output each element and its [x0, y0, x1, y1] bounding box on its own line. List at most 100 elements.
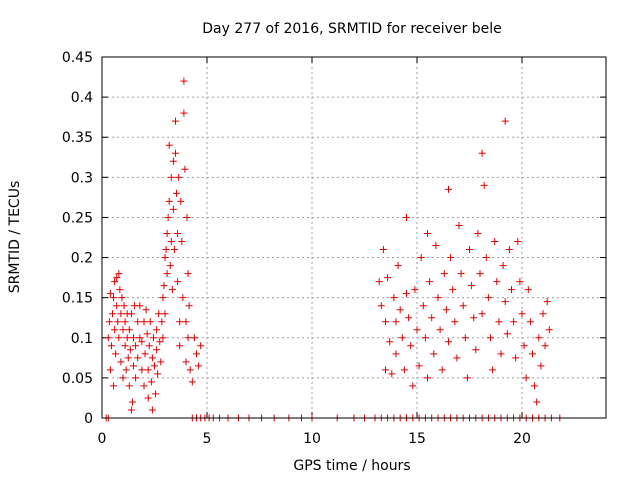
data-point	[503, 330, 511, 338]
data-point	[182, 358, 190, 366]
data-point	[482, 254, 490, 262]
data-point	[459, 302, 467, 310]
data-point	[445, 338, 452, 346]
data-point	[111, 326, 119, 334]
data-point	[379, 246, 387, 254]
data-point	[176, 342, 184, 350]
data-point	[440, 270, 448, 278]
data-point	[155, 310, 163, 318]
data-point	[537, 362, 545, 370]
data-point	[182, 318, 190, 326]
data-point	[392, 318, 400, 326]
data-point	[115, 270, 123, 278]
data-point	[167, 238, 175, 246]
data-point	[112, 350, 120, 358]
data-point	[382, 318, 389, 326]
data-point	[121, 342, 129, 350]
y-tick-labels: 0 0.05 0.1 0.15 0.2 0.25 0.3 0.35 0.4 0.45	[62, 50, 93, 427]
data-point	[166, 262, 174, 270]
y-tick-label: 0.15	[62, 291, 93, 307]
data-point	[164, 213, 172, 221]
data-point	[524, 286, 532, 294]
y-tick-label: 0.4	[71, 90, 93, 106]
data-point	[193, 350, 200, 358]
data-point	[518, 310, 526, 318]
data-point	[110, 382, 118, 390]
data-point	[123, 334, 131, 342]
data-point	[118, 294, 126, 302]
data-point	[176, 318, 184, 326]
data-point	[128, 398, 136, 406]
data-point	[442, 306, 450, 314]
data-point	[472, 346, 480, 354]
y-tick-label: 0.3	[71, 170, 93, 186]
data-point	[107, 342, 115, 350]
grid-lines	[102, 57, 606, 418]
data-point	[461, 334, 469, 342]
data-point	[144, 394, 152, 402]
data-point	[180, 109, 188, 117]
data-point	[543, 298, 551, 306]
data-point	[510, 318, 518, 326]
data-point	[529, 350, 536, 358]
data-point	[132, 342, 140, 350]
data-point	[466, 246, 473, 254]
data-point	[154, 370, 162, 378]
data-point	[126, 346, 134, 354]
data-point	[424, 374, 431, 382]
data-point	[134, 318, 142, 326]
data-point	[535, 334, 543, 342]
data-point	[178, 238, 186, 246]
data-point	[375, 278, 383, 286]
x-tick-label: 10	[303, 431, 321, 447]
data-point	[153, 326, 161, 334]
data-point	[501, 117, 509, 125]
data-point	[468, 282, 476, 290]
data-point	[491, 238, 499, 246]
data-point	[113, 302, 121, 310]
data-point	[186, 366, 194, 374]
data-point	[113, 274, 121, 282]
data-point	[184, 270, 192, 278]
data-point	[190, 334, 198, 342]
data-point	[398, 334, 406, 342]
data-point	[145, 342, 153, 350]
data-point	[405, 314, 413, 322]
data-point	[105, 318, 113, 326]
data-point	[508, 286, 515, 294]
data-point	[541, 342, 549, 350]
data-point	[384, 274, 392, 282]
data-point	[501, 298, 509, 306]
data-point	[121, 318, 129, 326]
data-point	[106, 290, 114, 298]
data-point	[400, 366, 408, 374]
data-point	[512, 354, 520, 362]
data-point	[386, 338, 394, 346]
data-point	[111, 278, 119, 286]
data-point	[159, 294, 167, 302]
x-tick-label: 15	[408, 431, 426, 447]
data-point	[104, 334, 112, 342]
data-point	[188, 378, 196, 386]
data-point	[148, 354, 156, 362]
y-tick-label: 0.35	[62, 130, 93, 146]
y-tick-label: 0.45	[62, 50, 93, 66]
data-point	[110, 294, 118, 302]
data-point	[130, 334, 137, 342]
data-point	[424, 229, 431, 237]
data-point	[142, 306, 150, 314]
data-point	[144, 366, 152, 374]
data-point	[169, 157, 177, 165]
data-point	[505, 246, 513, 254]
data-point	[158, 318, 166, 326]
y-axis-label: SRMTID / TECUs	[7, 181, 23, 294]
data-point	[163, 229, 171, 237]
data-point	[127, 406, 135, 414]
data-point	[149, 334, 157, 342]
data-point	[493, 278, 501, 286]
data-point	[499, 262, 507, 270]
y-tick-label: 0	[84, 411, 93, 427]
data-point	[114, 318, 122, 326]
data-point	[134, 354, 142, 362]
